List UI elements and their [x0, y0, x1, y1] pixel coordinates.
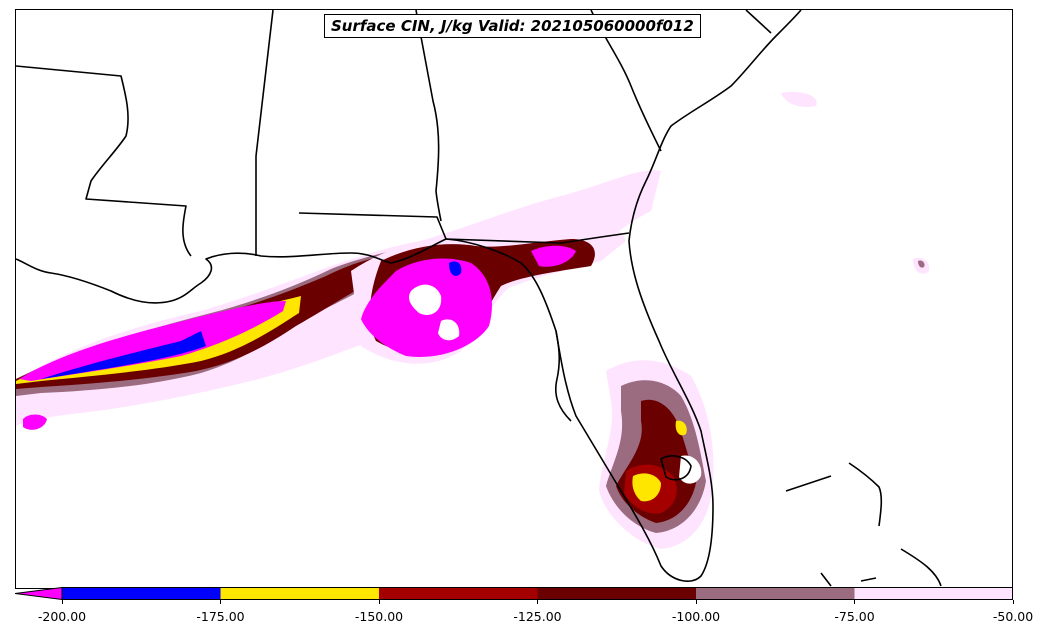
colorbar-bin-2 [379, 587, 538, 600]
state-line-al-fl [298, 212, 447, 240]
cuba-coast [820, 548, 942, 587]
colorbar-tick-mark [220, 600, 221, 604]
colorbar-bin-4 [696, 587, 855, 600]
bahamas-grand [785, 475, 832, 492]
colorbar-tick-mark [537, 600, 538, 604]
colorbar-bin-3 [537, 587, 696, 600]
cin-bigbend-white-2 [438, 319, 460, 341]
colorbar-tick-mark [1012, 600, 1014, 604]
colorbar-outline [61, 587, 1013, 600]
colorbar-tick-label: -75.00 [834, 609, 875, 624]
state-line-sc-nc [745, 10, 772, 34]
cin-shade-magenta [19, 301, 286, 381]
colorbar-tick-label: -175.00 [196, 609, 245, 624]
gulf-coastline [16, 10, 802, 582]
cin-peninsula-yellow-2 [675, 420, 687, 436]
colorbar-tick-label: -50.00 [992, 609, 1034, 624]
cin-apalachee-magenta [531, 245, 576, 267]
colorbar-tick-label: -200.00 [37, 609, 87, 624]
state-line-ga-fl [445, 232, 630, 244]
state-line-ms-la [16, 65, 192, 257]
cin-patch-west [23, 414, 47, 430]
colorbar-bin-1 [220, 587, 379, 600]
state-line-ms-al [255, 10, 274, 256]
geographic-boundaries [16, 10, 942, 587]
colorbar-tick-mark [695, 600, 697, 604]
cin-bigbend-white-1 [408, 284, 442, 316]
colorbar-tick-mark [854, 600, 855, 604]
colorbar-bins [15, 587, 1013, 600]
lake-okeechobee [660, 455, 692, 481]
cin-patch-northeast [781, 91, 817, 107]
state-line-al-ga [415, 10, 442, 222]
colorbar-tick-label: -125.00 [513, 609, 562, 624]
colorbar-under-extension [15, 587, 63, 600]
map-panel [15, 9, 1013, 589]
colorbar-tick-label: -150.00 [354, 609, 404, 624]
colorbar [15, 587, 1013, 600]
florida-west-coast-detail [555, 330, 572, 422]
bahamas-andros [848, 462, 883, 527]
cin-peninsula-yellow [632, 473, 661, 502]
cin-field [16, 91, 930, 549]
colorbar-bin-0 [62, 587, 221, 600]
colorbar-tick-label: -100.00 [671, 609, 721, 624]
cin-bigbend-blue [449, 261, 462, 276]
map-canvas [16, 10, 942, 587]
cin-shade-blue [41, 331, 206, 379]
map-title: Surface CIN, J/kg Valid: 202105060000f01… [324, 14, 701, 38]
colorbar-tick-mark [378, 600, 380, 604]
colorbar-tick-mark [61, 600, 63, 604]
cin-patch-east-2 [918, 260, 925, 268]
colorbar-bin-5 [854, 587, 1013, 600]
